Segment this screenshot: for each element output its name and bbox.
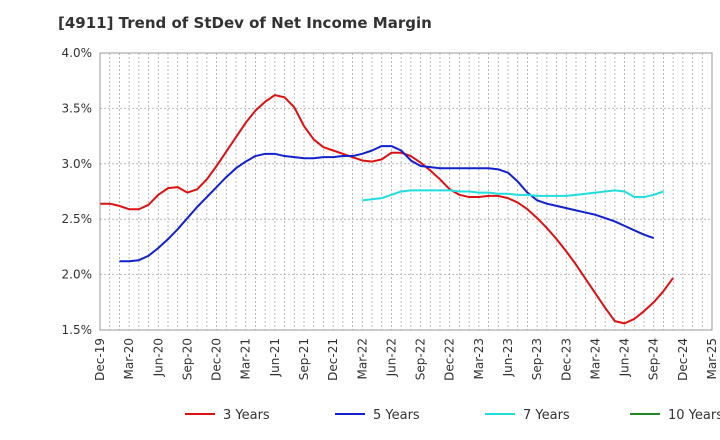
series-line	[100, 94, 674, 325]
series-line	[119, 145, 655, 263]
y-tick-label: 2.0%	[62, 268, 93, 282]
x-tick-label: Dec-23	[559, 338, 573, 381]
y-tick-label: 4.0%	[62, 46, 93, 60]
y-tick-label: 1.5%	[62, 323, 93, 337]
x-tick-label: Dec-19	[93, 338, 107, 381]
series-line	[362, 189, 664, 202]
x-tick-label: Sep-21	[297, 338, 311, 380]
x-tick-label: Jun-23	[501, 338, 515, 377]
x-tick-label: Jun-22	[384, 338, 398, 377]
x-tick-label: Mar-25	[705, 338, 719, 379]
x-tick-label: Sep-24	[647, 338, 661, 380]
x-tick-label: Mar-23	[472, 338, 486, 379]
x-tick-label: Jun-21	[268, 338, 282, 377]
x-tick-label: Mar-20	[122, 338, 136, 379]
x-tick-label: Jun-24	[618, 338, 632, 377]
legend-label: 10 Years	[668, 408, 720, 423]
x-tick-label: Dec-20	[210, 338, 224, 381]
x-tick-label: Jun-20	[151, 338, 165, 377]
series-lines	[100, 94, 674, 325]
x-tick-label: Sep-23	[530, 338, 544, 380]
y-tick-label: 2.5%	[62, 212, 93, 226]
y-tick-label: 3.5%	[62, 101, 93, 115]
x-tick-label: Dec-22	[443, 338, 457, 381]
legend-label: 3 Years	[223, 408, 270, 423]
x-tick-label: Sep-22	[414, 338, 428, 380]
legend-label: 5 Years	[373, 408, 420, 423]
y-axis-ticks: 4.0% 3.5% 3.0% 2.5% 2.0% 1.5%	[62, 46, 93, 337]
x-tick-label: Mar-21	[239, 338, 253, 379]
plot-area-border	[99, 52, 713, 331]
x-tick-label: Sep-20	[180, 338, 194, 380]
x-tick-label: Dec-24	[676, 338, 690, 381]
legend-label: 7 Years	[523, 408, 570, 423]
x-tick-label: Mar-22	[355, 338, 369, 379]
x-axis-ticks: Dec-19 Mar-20 Jun-20 Sep-20 Dec-20 Mar-21 Jun-…	[93, 338, 719, 381]
x-tick-label: Dec-21	[326, 338, 340, 381]
y-tick-label: 3.0%	[62, 157, 93, 171]
x-tick-label: Mar-24	[588, 338, 602, 379]
legend: 3 Years 5 Years 7 Years 10 Years	[185, 408, 720, 423]
chart-title: [4911] Trend of StDev of Net Income Marg…	[58, 14, 432, 32]
